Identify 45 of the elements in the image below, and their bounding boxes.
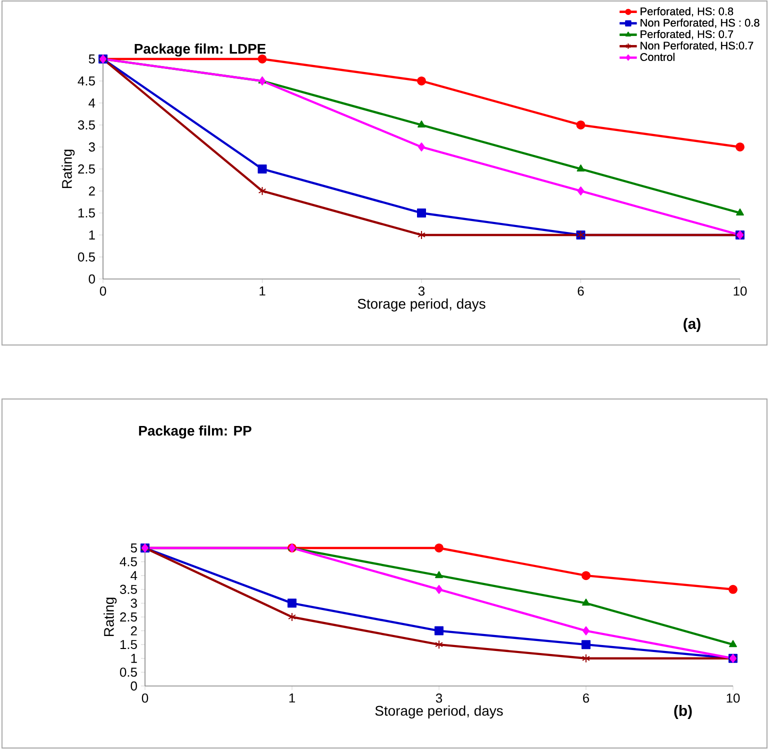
y-tick-label: 5 [88, 54, 95, 64]
y-tick-label: 0.5 [78, 252, 95, 262]
x-tick-label: 0 [100, 286, 106, 296]
y-tick-label: 4.5 [78, 76, 95, 86]
y-tick-label: 2.5 [78, 164, 95, 174]
y-tick-label: 3.5 [78, 120, 95, 130]
y-tick-label: 4.5 [120, 557, 137, 566]
y-tick-label: 0 [88, 274, 95, 284]
x-tick-label: 6 [578, 286, 584, 296]
x-axis-title: Storage period, days [358, 298, 486, 312]
y-tick-label: 0 [130, 681, 137, 691]
chart-title: Package film: PP [139, 425, 252, 439]
y-tick-label: 1 [89, 230, 95, 240]
text: (b) [674, 705, 692, 719]
x-tick-label: 10 [734, 286, 747, 296]
x-tick-label: 1 [289, 694, 295, 702]
legend-label: Perforated, HS: 0.7 [640, 30, 734, 40]
y-tick-label: 0.5 [120, 668, 137, 677]
y-tick-label: 2 [130, 626, 137, 636]
legend-label: Perforated, HS: 0.8 [640, 7, 734, 17]
y-tick-label: 5 [130, 543, 137, 553]
y-axis-title: Rating [62, 150, 75, 188]
y-tick-label: 2 [88, 186, 95, 196]
x-tick-label: 0 [142, 694, 148, 703]
y-tick-label: 1.5 [120, 640, 137, 650]
y-axis-title: Rating [104, 598, 117, 636]
chart-title: Package film: LDPE [134, 43, 266, 57]
legend-label: Non Perforated, HS:0.7 [640, 41, 754, 51]
x-tick-label: 10 [726, 694, 740, 703]
y-tick-label: 1.5 [78, 208, 95, 218]
text: (a) [684, 318, 700, 332]
y-tick-label: 3 [88, 142, 95, 152]
y-tick-label: 4 [130, 571, 138, 580]
legend-label: Control [640, 52, 674, 61]
x-tick-label: 1 [260, 286, 266, 296]
legend-label: Non Perforated, HS : 0.8 [640, 18, 760, 28]
x-tick-label: 3 [436, 694, 442, 703]
y-tick-label: 3.5 [120, 584, 137, 594]
y-tick-label: 4 [88, 98, 96, 108]
y-tick-label: 1 [131, 654, 137, 663]
x-tick-label: 3 [418, 286, 425, 296]
y-tick-label: 2.5 [120, 612, 137, 622]
x-axis-title: Storage period, days [375, 706, 503, 719]
x-tick-label: 6 [583, 694, 590, 703]
y-tick-label: 3 [130, 598, 137, 608]
